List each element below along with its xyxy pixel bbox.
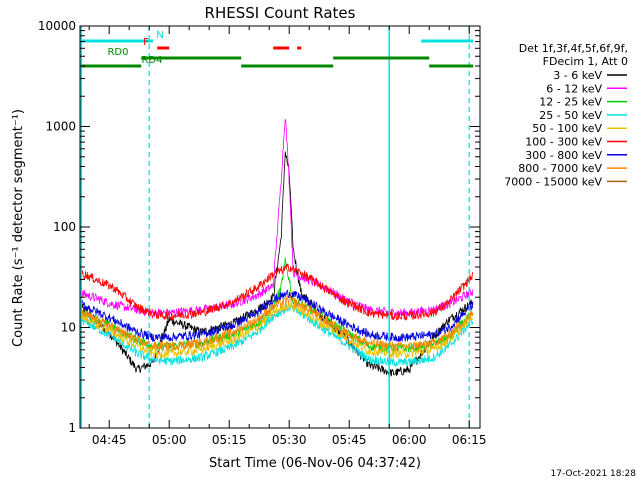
series-line-7: [80, 294, 474, 351]
legend-entry-label: 50 - 100 keV: [532, 122, 602, 135]
timestamp-label: 17-Oct-2021 18:28: [551, 469, 637, 479]
legend: Det 1f,3f,4f,5f,6f,9f,FDecim 1, Att 03 -…: [504, 42, 628, 188]
x-tick-label: 06:00: [392, 433, 427, 447]
legend-entry-label: 25 - 50 keV: [539, 109, 602, 122]
state-label-F: F: [143, 37, 149, 48]
y-tick-label: 10000: [38, 19, 76, 33]
series-line-6: [80, 289, 474, 344]
y-axis-label: Count Rate (s⁻¹ detector segment⁻¹): [11, 109, 26, 347]
series-line-4: [80, 300, 474, 360]
chart-title: RHESSI Count Rates: [205, 4, 356, 22]
legend-entry-label: 100 - 300 keV: [525, 136, 602, 149]
legend-entry-label: 7000 - 15000 keV: [504, 175, 602, 188]
x-tick-label: 04:45: [92, 433, 127, 447]
state-label-RD4: RD4: [141, 55, 162, 66]
plot-area: NF RD0 RD4 1 10 100 1000 10000 04:45 05:00 05:15 05…: [38, 19, 487, 447]
legend-header-line: FDecim 1, Att 0: [543, 55, 628, 68]
x-tick-label: 05:15: [212, 433, 247, 447]
legend-entry-label: 3 - 6 keV: [553, 69, 602, 82]
legend-entry-label: 6 - 12 keV: [546, 82, 602, 95]
legend-entry-label: 300 - 800 keV: [525, 149, 602, 162]
x-tick-label: 05:30: [272, 433, 307, 447]
y-tick-label: 100: [53, 220, 76, 234]
x-axis-label: Start Time (06-Nov-06 04:37:42): [209, 456, 421, 471]
x-tick-label: 05:00: [152, 433, 187, 447]
x-tick-label: 06:15: [452, 433, 487, 447]
x-tick-label: 05:45: [332, 433, 367, 447]
state-label-RD0: RD0: [107, 47, 128, 58]
legend-entry-label: 800 - 7000 keV: [518, 162, 602, 175]
y-tick-label: 10: [61, 321, 76, 335]
state-label-N: N: [156, 30, 163, 41]
y-tick-label: 1000: [45, 120, 76, 134]
y-tick-label: 1: [68, 421, 76, 435]
legend-header-line: Det 1f,3f,4f,5f,6f,9f,: [519, 42, 628, 55]
series-line-0: [80, 151, 474, 377]
series-line-5: [80, 263, 474, 321]
legend-entry-label: 12 - 25 keV: [539, 96, 602, 109]
